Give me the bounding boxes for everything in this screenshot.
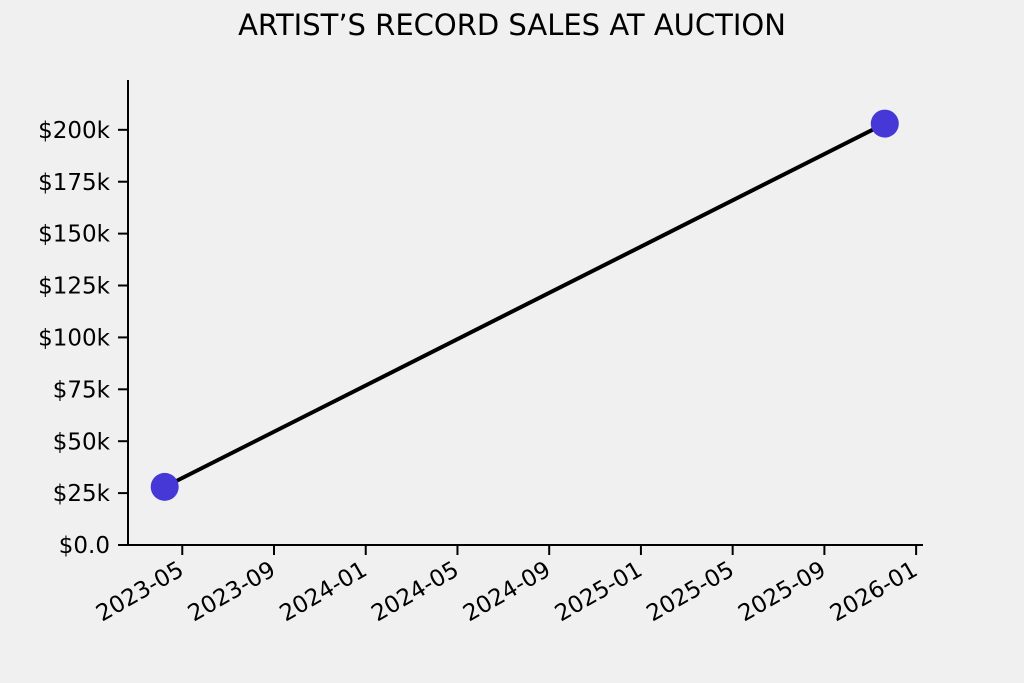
y-tick-label: $100k	[38, 325, 111, 351]
x-tick-label: 2025-05	[642, 557, 738, 628]
x-tick-label: 2026-01	[826, 557, 922, 628]
y-tick-label: $125k	[38, 274, 111, 300]
data-line	[163, 121, 886, 489]
x-tick-label: 2023-09	[184, 557, 280, 628]
y-tick-label: $25k	[53, 481, 111, 507]
y-tick-label: $150k	[38, 222, 111, 248]
data-point-marker	[150, 472, 179, 501]
y-tick-label: $175k	[38, 170, 111, 196]
x-tick-label: 2025-01	[551, 557, 647, 628]
y-tick-label: $200k	[38, 118, 111, 144]
x-tick-label: 2024-01	[276, 557, 372, 628]
x-tick-label: 2024-05	[367, 557, 463, 628]
x-tick-label: 2025-09	[734, 557, 830, 628]
x-tick-label: 2023-05	[92, 557, 188, 628]
chart-title: ARTIST’S RECORD SALES AT AUCTION	[238, 8, 786, 42]
x-tick-label: 2024-09	[459, 557, 555, 628]
y-tick-label: $0.0	[59, 533, 110, 559]
data-point-marker	[870, 109, 899, 138]
y-tick-label: $50k	[53, 429, 111, 455]
y-tick-label: $75k	[53, 377, 111, 403]
